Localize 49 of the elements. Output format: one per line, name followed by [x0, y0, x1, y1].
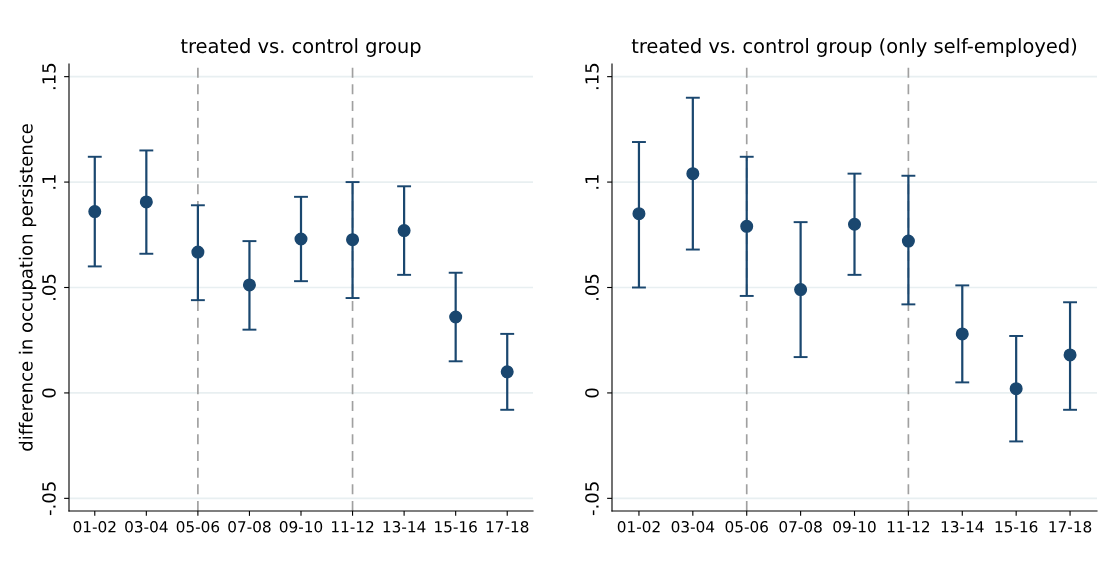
point: [449, 310, 463, 324]
point: [139, 195, 153, 209]
y-tick-label: .15: [42, 63, 56, 90]
point: [500, 365, 514, 379]
x-tick-label: 07-08: [779, 520, 822, 533]
point: [1063, 348, 1077, 362]
x-tick-label: 15-16: [435, 520, 477, 533]
chart-title: treated vs. control group (only self-employed): [631, 38, 1077, 57]
x-tick-label: 11-12: [332, 520, 374, 533]
x-tick-label: 13-14: [383, 520, 426, 533]
point: [794, 283, 808, 297]
y-tick-label: .1: [42, 175, 56, 189]
point: [686, 167, 700, 181]
x-tick-label: 09-10: [279, 520, 323, 533]
y-tick-label: 0: [42, 388, 56, 398]
y-tick-label: -.05: [585, 482, 599, 516]
point: [88, 205, 102, 219]
x-tick-label: 17-18: [1049, 520, 1092, 533]
point: [294, 232, 308, 246]
y-tick-label: .15: [585, 63, 599, 90]
point: [191, 245, 205, 259]
x-tick-label: 03-04: [671, 520, 715, 533]
point: [847, 217, 862, 231]
chart-title: treated vs. control group: [180, 38, 421, 57]
point: [901, 234, 915, 248]
y-tick-label: .05: [585, 274, 599, 300]
point: [740, 219, 754, 233]
x-tick-label: 11-12: [887, 520, 930, 533]
y-tick-label: .1: [585, 175, 599, 189]
point: [1009, 382, 1023, 396]
point: [242, 278, 256, 292]
x-tick-label: 13-14: [941, 520, 984, 533]
point: [955, 327, 969, 341]
y-tick-label: 0: [585, 388, 599, 398]
x-tick-label: 03-04: [125, 520, 168, 533]
x-tick-label: 15-16: [995, 520, 1038, 533]
point: [632, 207, 646, 221]
x-tick-label: 01-02: [617, 520, 660, 533]
y-tick-label: -.05: [42, 482, 56, 516]
y-axis-title: difference in occupation persistence: [18, 124, 37, 451]
point: [397, 224, 411, 238]
point: [346, 233, 360, 247]
y-tick-label: .05: [42, 274, 56, 300]
x-tick-label: 07-08: [228, 520, 271, 533]
x-tick-label: 17-18: [486, 520, 529, 533]
x-tick-label: 09-10: [833, 520, 876, 533]
x-tick-label: 05-06: [176, 520, 220, 533]
x-tick-label: 01-02: [73, 520, 116, 533]
x-tick-label: 05-06: [725, 520, 768, 533]
